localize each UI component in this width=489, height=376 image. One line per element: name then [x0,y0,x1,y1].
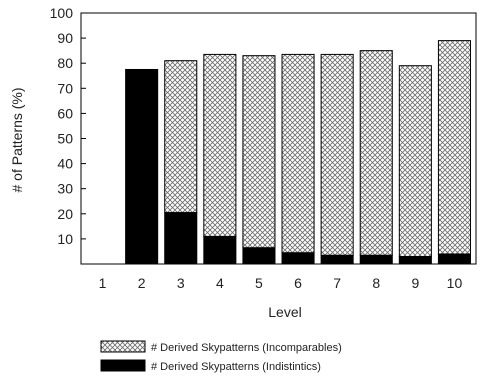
x-axis-label: Level [268,304,301,320]
bar-indistintics [164,212,198,265]
bar-incomparables [359,50,393,256]
x-tick-label: 6 [294,275,302,291]
y-tick-label: 90 [57,30,73,46]
x-tick-label: 3 [177,275,185,291]
bar-indistintics [242,247,276,265]
bars [125,40,471,265]
bar-incomparables [437,40,471,255]
bar-indistintics [125,68,159,265]
bar-indistintics [203,235,237,265]
y-axis-label: # of Patterns (%) [9,87,25,192]
y-tick-label: 80 [57,55,73,71]
y-tick-label: 70 [57,80,73,96]
y-tick-label: 10 [57,231,73,247]
x-axis: 1 2 3 4 5 6 7 8 9 10 [99,275,463,291]
x-tick-label: 1 [99,275,107,291]
bar-indistintics [320,254,354,265]
x-tick-label: 9 [411,275,419,291]
bar-indistintics [281,252,315,265]
bar-incomparables [203,53,237,237]
y-tick-label: 40 [57,156,73,172]
legend: # Derived Skypatterns (Incomparables) # D… [100,340,342,373]
bar-indistintics [398,255,432,265]
bar-incomparables [320,53,354,256]
bar-incomparables [281,53,315,254]
legend-swatch-indistintics [100,359,146,372]
bar-indistintics [359,254,393,265]
y-tick-label: 50 [57,131,73,147]
x-tick-label: 7 [333,275,341,291]
x-tick-label: 8 [372,275,380,291]
x-tick-label: 2 [138,275,146,291]
legend-swatch-incomparables [100,340,146,353]
y-tick-label: 30 [57,181,73,197]
y-tick-label: 20 [57,206,73,222]
bar-incomparables [242,55,276,249]
legend-label: # Derived Skypatterns (Indistintics) [151,361,321,373]
x-tick-label: 5 [255,275,263,291]
bar-incomparables [164,60,198,214]
x-tick-label: 10 [447,275,463,291]
y-tick-label: 60 [57,105,73,121]
y-axis: 10 20 30 40 50 60 70 80 90 100 [50,5,86,247]
bar-indistintics [437,253,471,265]
y-tick-label: 100 [50,5,74,21]
legend-label: # Derived Skypatterns (Incomparables) [151,342,342,354]
bar-incomparables [398,65,432,257]
x-tick-label: 4 [216,275,224,291]
